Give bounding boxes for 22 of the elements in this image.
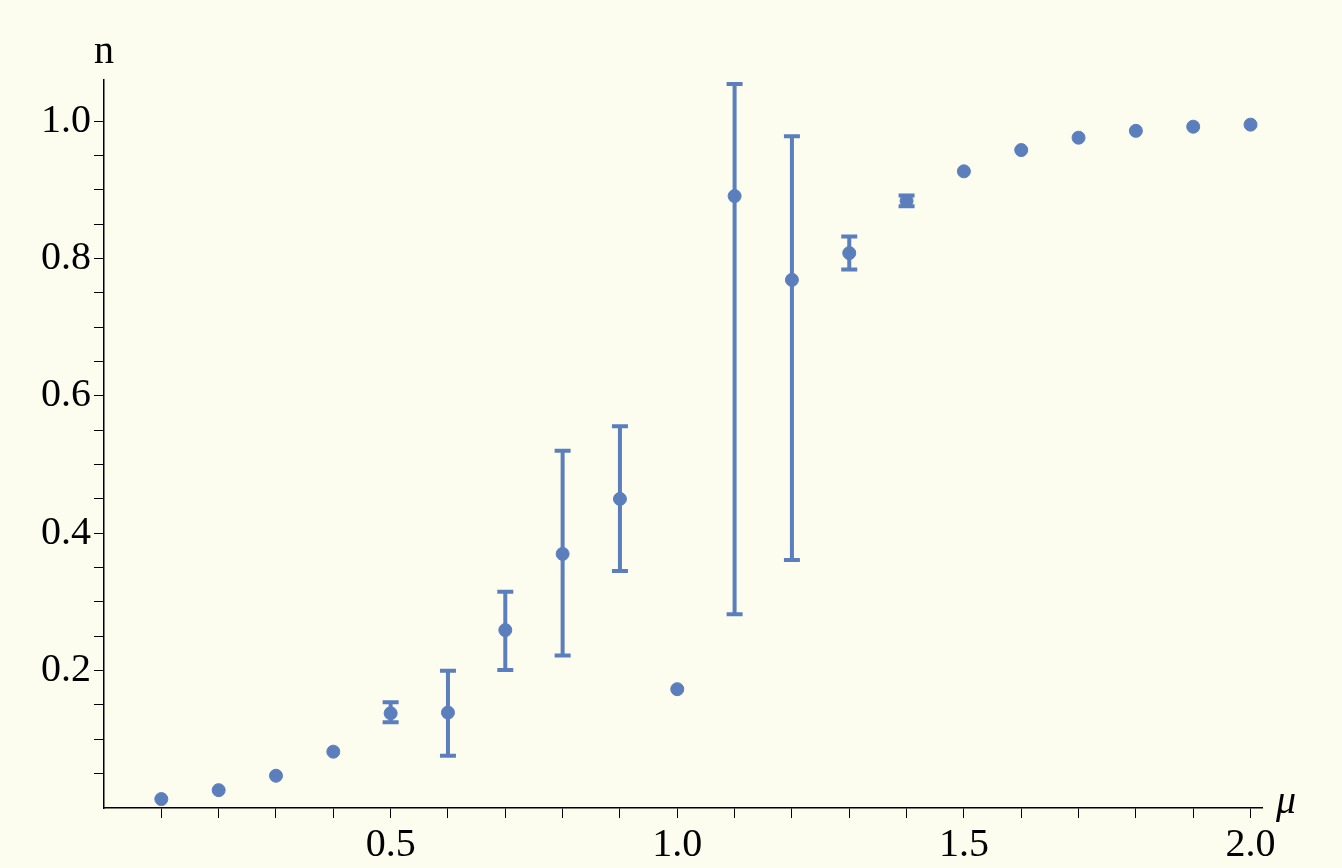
y-tick-label: 0.8 [41, 233, 91, 279]
point [1071, 130, 1086, 145]
x-tick-label: 2.0 [1225, 819, 1276, 865]
point [956, 164, 971, 179]
point [211, 783, 226, 798]
x-tick-label: 0.5 [365, 819, 416, 865]
y-tick-label: 1.0 [41, 95, 91, 141]
y-tick-label: 0.4 [41, 507, 91, 553]
x-axis-title: μ [1275, 776, 1297, 822]
y-axis-title: n [94, 26, 114, 72]
y-tick-label: 0.6 [41, 370, 91, 416]
point [268, 768, 283, 783]
point [670, 682, 685, 697]
point [1128, 123, 1143, 138]
point [1243, 117, 1258, 132]
x-tick-label: 1.5 [938, 819, 989, 865]
point [1014, 143, 1029, 158]
x-tick-label: 1.0 [652, 819, 703, 865]
point [154, 792, 169, 807]
point [326, 744, 341, 759]
y-tick-label: 0.2 [41, 645, 91, 691]
point [1186, 119, 1201, 134]
